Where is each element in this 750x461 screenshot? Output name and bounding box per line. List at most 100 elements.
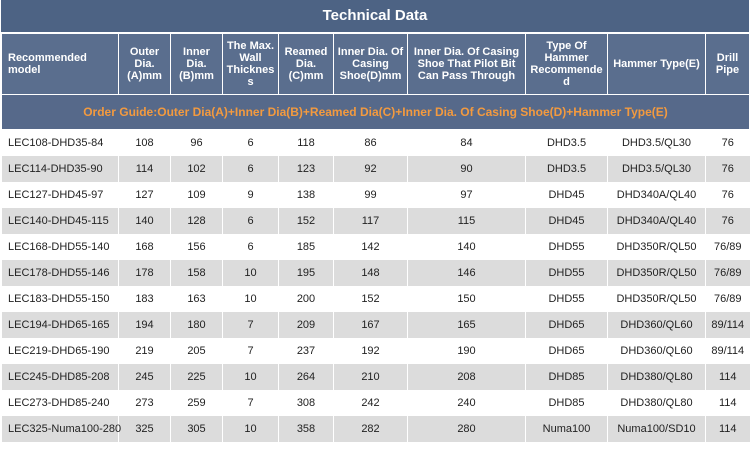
cell: 308 [278,390,334,416]
cell: 76 [705,129,750,156]
data-row: LEC114-DHD35-90 114 102 6 123 92 90 DHD3.5 DHD3.… [1,156,750,182]
table-body: Order Guide:Outer Dia(A)+Inner Dia(B)+Re… [1,94,750,442]
cell: 118 [278,129,334,156]
cell: 108 [118,129,171,156]
cell: 156 [170,234,223,260]
column-header: Type Of Hammer Recommended [525,33,608,95]
guide-row: Order Guide:Outer Dia(A)+Inner Dia(B)+Re… [1,94,750,130]
cell: 168 [118,234,171,260]
cell: 237 [278,338,334,364]
cell: 280 [407,416,526,442]
cell: 114 [705,364,750,390]
cell: 76 [705,156,750,182]
cell: DHD55 [525,234,608,260]
cell: 76 [705,208,750,234]
cell: 6 [222,156,279,182]
cell: 167 [333,312,408,338]
header-row: Recommended model Outer Dia.(A)mm Inner Di… [1,33,750,95]
cell: 305 [170,416,223,442]
cell: LEC140-DHD45-115 [1,208,119,234]
data-row: LEC108-DHD35-84 108 96 6 118 86 84 DHD3.5 DHD3.5… [1,129,750,156]
cell: DHD55 [525,286,608,312]
cell: DHD350R/QL50 [607,234,706,260]
cell: 358 [278,416,334,442]
cell: 117 [333,208,408,234]
cell: 76 [705,182,750,208]
cell: 210 [333,364,408,390]
cell: 128 [170,208,223,234]
cell: DHD45 [525,208,608,234]
cell: 225 [170,364,223,390]
cell: DHD55 [525,260,608,286]
data-row: LEC245-DHD85-208 245 225 10 264 210 208 DHD85 DH… [1,364,750,390]
cell: LEC273-DHD85-240 [1,390,119,416]
cell: 163 [170,286,223,312]
cell: 152 [333,286,408,312]
cell: 7 [222,390,279,416]
cell: 138 [278,182,334,208]
cell: 219 [118,338,171,364]
cell: 183 [118,286,171,312]
data-row: LEC194-DHD65-165 194 180 7 209 167 165 DHD65 DHD… [1,312,750,338]
cell: 178 [118,260,171,286]
cell: 158 [170,260,223,286]
data-row: LEC325-Numa100-280 325 305 10 358 282 280 Numa1… [1,416,750,442]
cell: 92 [333,156,408,182]
cell: LEC114-DHD35-90 [1,156,119,182]
cell: 209 [278,312,334,338]
cell: 190 [407,338,526,364]
data-row: LEC140-DHD45-115 140 128 6 152 117 115 DHD45 DHD… [1,208,750,234]
spec-table: Recommended model Outer Dia.(A)mm Inner Di… [1,33,750,442]
cell: 7 [222,338,279,364]
cell: DHD3.5/QL30 [607,156,706,182]
column-header: Outer Dia.(A)mm [118,33,171,95]
cell: DHD65 [525,312,608,338]
cell: 127 [118,182,171,208]
cell: 86 [333,129,408,156]
column-header: Recommended model [1,33,119,95]
cell: 89/114 [705,338,750,364]
cell: DHD65 [525,338,608,364]
cell: Numa100/SD10 [607,416,706,442]
cell: DHD3.5/QL30 [607,129,706,156]
cell: 150 [407,286,526,312]
cell: DHD85 [525,390,608,416]
cell: 6 [222,208,279,234]
cell: LEC127-DHD45-97 [1,182,119,208]
cell: 123 [278,156,334,182]
column-header: Inner Dia.(B)mm [170,33,223,95]
cell: 264 [278,364,334,390]
data-row: LEC168-DHD55-140 168 156 6 185 142 140 DHD55 DHD… [1,234,750,260]
cell: 194 [118,312,171,338]
cell: 148 [333,260,408,286]
cell: LEC194-DHD65-165 [1,312,119,338]
cell: 97 [407,182,526,208]
cell: 142 [333,234,408,260]
cell: 84 [407,129,526,156]
cell: 205 [170,338,223,364]
cell: 114 [705,416,750,442]
cell: LEC325-Numa100-280 [1,416,121,442]
title-bar: Technical Data [1,0,749,33]
cell: 240 [407,390,526,416]
cell: 96 [170,129,223,156]
cell: DHD360/QL60 [607,312,706,338]
data-row: LEC219-DHD65-190 219 205 7 237 192 190 DHD65 DHD… [1,338,750,364]
cell: 152 [278,208,334,234]
cell: DHD350R/QL50 [607,286,706,312]
cell: 99 [333,182,408,208]
cell: DHD380/QL80 [607,364,706,390]
cell: LEC168-DHD55-140 [1,234,119,260]
cell: 146 [407,260,526,286]
cell: Numa100 [525,416,608,442]
cell: 76/89 [705,234,750,260]
cell: 10 [222,260,279,286]
cell: 6 [222,129,279,156]
cell: 10 [222,416,279,442]
cell: LEC183-DHD55-150 [1,286,119,312]
cell: 102 [170,156,223,182]
cell: 10 [222,364,279,390]
cell: 325 [118,416,171,442]
cell: 76/89 [705,286,750,312]
